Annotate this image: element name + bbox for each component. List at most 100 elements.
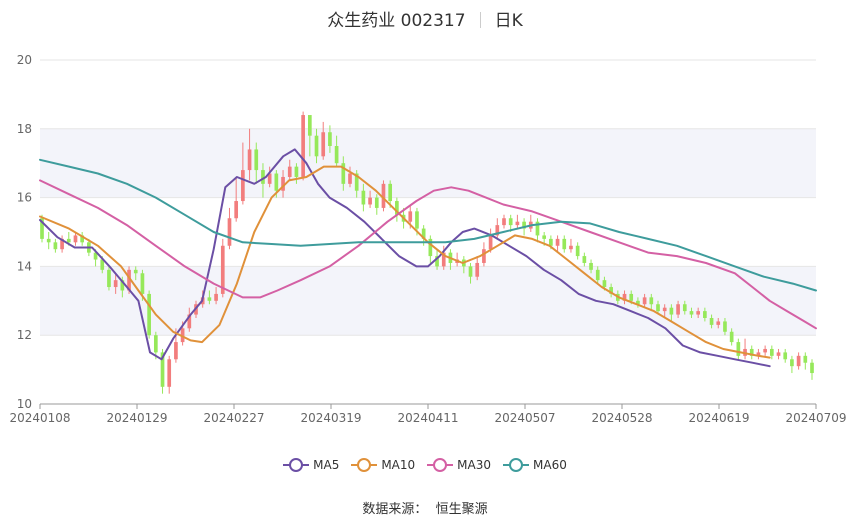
candle-body [53,242,58,250]
x-tick-label: 20240709 [785,411,846,425]
candle-body [334,146,339,164]
candle-body [174,342,178,360]
candle-body [749,348,754,356]
candle-body [669,307,674,315]
legend-swatch [503,458,530,472]
candle-body [214,293,218,301]
legend: MA5 MA10 MA30 MA60 [0,458,850,472]
candle-body [274,173,279,191]
candle-body [575,245,580,257]
candle-body [341,163,346,184]
ma30-line [39,179,817,330]
candle-body [66,238,71,243]
stock-name: 众生药业 002317 [327,11,466,31]
legend-item-ma60[interactable]: MA60 [503,458,567,472]
x-tick-label: 20240319 [300,411,361,425]
x-tick-label: 20240507 [494,411,555,425]
candle-body [46,238,51,243]
candle-body [388,183,393,202]
candle-body [234,201,239,219]
candle-body [508,218,513,226]
candle-body [810,362,814,374]
candle-body [736,342,741,356]
candle-body [435,256,439,267]
candle-body [227,218,232,246]
candle-body [374,197,379,208]
candle-body [428,238,433,257]
candle-body [307,115,312,136]
candle-body [40,218,44,239]
candle-body [160,352,165,387]
candle-body [247,149,252,171]
legend-swatch [283,458,310,472]
chart-title: 众生药业 002317 日K [0,6,850,31]
candle-body [716,321,721,325]
candle-body [676,304,680,315]
candle-body [415,211,419,229]
candle-body [696,311,701,315]
x-tick-label: 20240528 [591,411,652,425]
candle-body [60,238,64,250]
y-tick-label: 20 [17,53,32,67]
candle-body [595,269,600,281]
candle-body [120,280,125,291]
legend-item-ma30[interactable]: MA30 [427,458,491,472]
candle-body [502,218,506,226]
candle-body [254,149,259,171]
period-label: 日K [494,11,523,31]
candle-body [348,173,352,184]
x-tick-label: 20240108 [9,411,70,425]
candle-body [689,311,694,315]
y-tick-label: 14 [17,259,32,273]
candle-body [682,304,687,312]
candle-body [180,328,185,343]
candle-body [100,259,105,270]
y-tick-label: 16 [17,191,32,205]
candle-body [267,173,272,184]
candle-body [488,235,493,250]
candle-body [127,269,131,291]
legend-swatch [427,458,454,472]
candle-body [361,190,366,205]
candle-body [395,201,399,215]
candle-body [482,249,486,263]
candle-body [80,235,85,243]
candle-body [769,348,774,356]
candle-body [294,166,299,177]
candle-body [763,348,767,353]
candle-body [569,245,573,250]
x-tick-label: 20240411 [397,411,458,425]
candle-body [549,238,553,246]
candle-body [756,352,761,356]
candle-body [261,170,265,184]
candle-body [287,166,292,177]
candle-body [107,269,111,288]
legend-item-ma5[interactable]: MA5 [283,458,339,472]
legend-item-ma10[interactable]: MA10 [351,458,415,472]
candle-body [281,176,285,191]
candle-body [207,297,212,301]
candle-body [321,132,326,157]
candle-body [475,262,480,277]
y-tick-label: 12 [17,328,32,342]
ma10-line [39,165,771,359]
candle-body [73,235,78,243]
candle-body [642,297,647,305]
x-axis: 20240108 20240129 20240227 20240319 20240411… [9,403,847,425]
candle-body [368,197,372,205]
candle-body [495,225,500,236]
candle-body [709,318,714,325]
candle-body [555,238,560,246]
title-separator [479,12,481,28]
candle-body [629,293,634,301]
candle-body [241,170,245,202]
candle-body [187,314,192,329]
candle-body [542,235,547,239]
candle-body [723,321,727,332]
ma60-line [39,158,817,292]
candle-body [783,352,788,360]
legend-label: MA30 [457,458,492,472]
candle-body [656,304,660,312]
plot-band [40,128,816,198]
